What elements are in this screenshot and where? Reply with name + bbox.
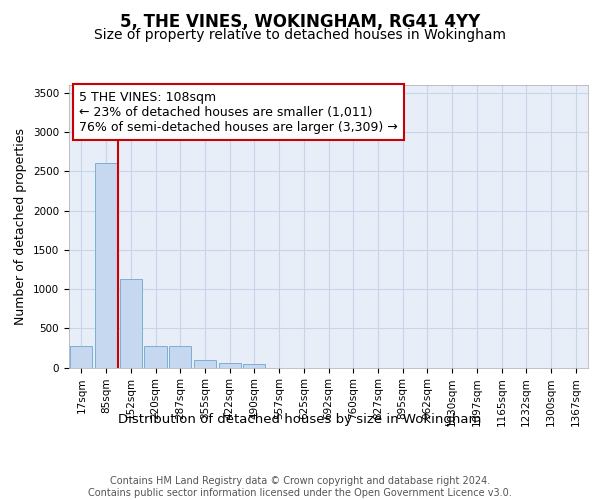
Text: Distribution of detached houses by size in Wokingham: Distribution of detached houses by size … [118,412,482,426]
Bar [218,363,241,368]
Text: Size of property relative to detached houses in Wokingham: Size of property relative to detached ho… [94,28,506,42]
Y-axis label: Number of detached properties: Number of detached properties [14,128,28,325]
Text: 5 THE VINES: 108sqm
← 23% of detached houses are smaller (1,011)
76% of semi-det: 5 THE VINES: 108sqm ← 23% of detached ho… [79,90,398,134]
Bar [95,164,117,368]
Bar [169,346,191,368]
Bar [145,346,167,368]
Text: 5, THE VINES, WOKINGHAM, RG41 4YY: 5, THE VINES, WOKINGHAM, RG41 4YY [120,12,480,30]
Bar [119,279,142,368]
Bar [70,346,92,368]
Bar [243,364,265,368]
Bar [194,360,216,368]
Text: Contains HM Land Registry data © Crown copyright and database right 2024.
Contai: Contains HM Land Registry data © Crown c… [88,476,512,498]
